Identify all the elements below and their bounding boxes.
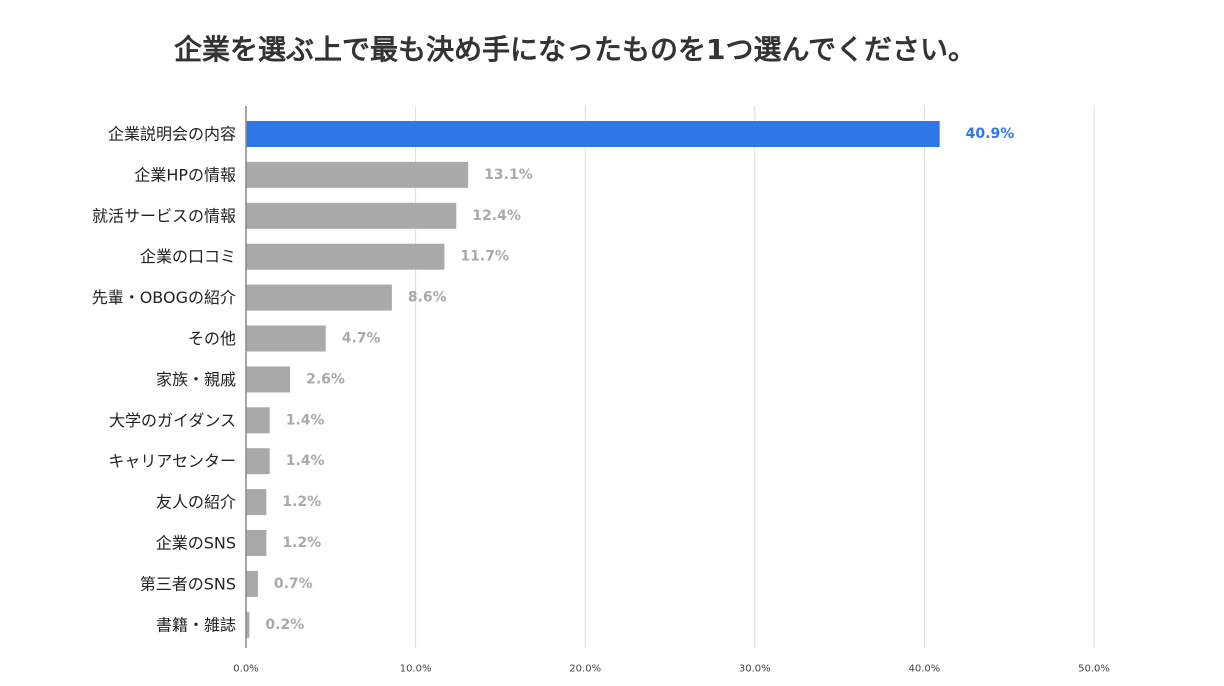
bar — [246, 407, 270, 434]
data-label: 12.4% — [472, 208, 521, 224]
data-label: 2.6% — [306, 371, 345, 387]
data-label: 13.1% — [484, 167, 533, 183]
category-label: 企業の口コミ — [140, 247, 236, 266]
data-label: 1.2% — [282, 494, 321, 510]
bar — [246, 202, 457, 229]
bar — [246, 570, 258, 597]
bar — [246, 325, 326, 352]
category-label: 友人の紹介 — [156, 493, 236, 512]
x-tick-label: 10.0% — [400, 664, 432, 675]
bar — [246, 530, 267, 556]
data-label: 4.7% — [342, 331, 381, 347]
data-label: 40.9% — [966, 126, 1015, 142]
chart-title: 企業を選ぶ上で最も決め手になったものを1つ選んでください。 — [173, 33, 977, 66]
data-label: 0.2% — [265, 617, 304, 633]
category-label: 家族・親戚 — [156, 370, 236, 389]
category-label: キャリアセンター — [108, 452, 236, 471]
category-label: 第三者のSNS — [140, 574, 236, 593]
data-label: 0.7% — [274, 576, 313, 592]
category-label: 大学のガイダンス — [109, 411, 236, 430]
bar — [246, 243, 445, 270]
bar — [246, 161, 469, 188]
data-label: 8.6% — [408, 290, 447, 306]
category-label: 書籍・雑誌 — [156, 615, 236, 634]
bar — [246, 489, 267, 516]
x-tick-label: 40.0% — [909, 664, 941, 675]
category-label: 先輩・OBOGの紹介 — [92, 288, 236, 307]
data-label: 1.4% — [286, 412, 325, 428]
data-label: 11.7% — [460, 249, 509, 265]
data-label: 1.4% — [286, 453, 325, 469]
data-label: 1.2% — [282, 535, 321, 551]
x-tick-label: 50.0% — [1078, 664, 1110, 675]
category-label: 企業説明会の内容 — [108, 125, 236, 144]
category-label: 企業のSNS — [156, 534, 236, 553]
bar — [246, 366, 291, 393]
category-label: 企業HPの情報 — [134, 165, 236, 184]
x-tick-label: 0.0% — [233, 664, 258, 675]
bar — [246, 448, 270, 475]
bar — [246, 121, 940, 147]
category-label: その他 — [188, 329, 236, 348]
category-label: 就活サービスの情報 — [92, 206, 236, 225]
x-tick-label: 20.0% — [569, 664, 601, 675]
bar — [246, 284, 392, 311]
x-tick-label: 30.0% — [739, 664, 771, 675]
bar — [246, 611, 250, 638]
